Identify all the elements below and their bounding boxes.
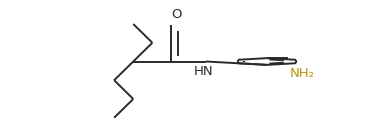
Text: HN: HN (194, 65, 214, 78)
Text: O: O (171, 8, 182, 21)
Text: NH₂: NH₂ (290, 67, 315, 80)
